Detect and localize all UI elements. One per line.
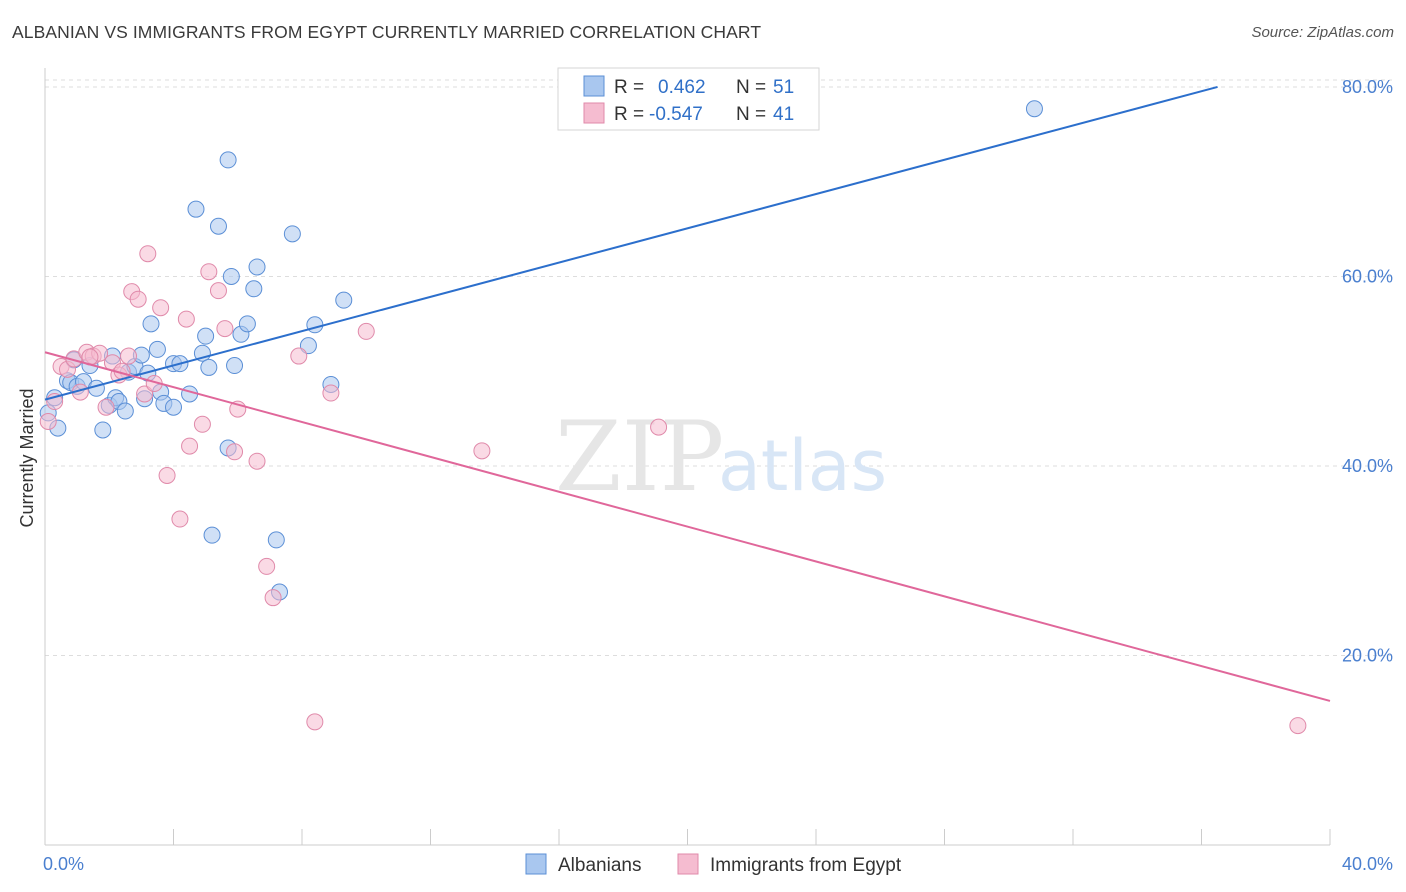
point-s0-34 <box>222 267 240 285</box>
legend-r-value-1: 0.462 <box>658 77 706 98</box>
point-s0-37 <box>238 315 256 333</box>
y-tick-label-3: 80.0% <box>1342 77 1393 97</box>
series-name-albanians: Albanians <box>558 855 641 876</box>
point-s0-40 <box>267 531 285 549</box>
x-tick-label-1: 40.0% <box>1342 854 1393 874</box>
point-s0-46 <box>335 291 353 309</box>
point-s0-27 <box>187 200 205 218</box>
y-tick-label-0: 20.0% <box>1342 645 1393 665</box>
y-tick-label-2: 60.0% <box>1342 266 1393 286</box>
x-tick-label-0: 0.0% <box>43 854 84 874</box>
point-s1-27 <box>226 443 244 461</box>
point-s1-36 <box>473 442 491 460</box>
point-s1-0 <box>39 412 57 430</box>
point-s0-43 <box>299 337 317 355</box>
trend-line-1 <box>44 351 1331 702</box>
point-s0-31 <box>209 217 227 235</box>
point-s1-37 <box>650 418 668 436</box>
y-axis-label: Currently Married <box>17 388 37 527</box>
legend-n-label-1: N = <box>736 77 766 98</box>
legend-n-label-2: N = <box>736 104 766 125</box>
grid-lines <box>45 79 1392 656</box>
series-name-egypt: Immigrants from Egypt <box>710 855 902 876</box>
watermark-zip: ZIP <box>555 401 724 513</box>
series-swatch-albanians <box>525 853 547 875</box>
legend-r-label-2: R = <box>614 104 644 125</box>
tick-labels: 20.0% 40.0% 60.0% 80.0% 0.0% 40.0% <box>43 77 1393 874</box>
correlation-legend: R = 0.462 N = 51 R = -0.547 N = 41 <box>557 67 820 131</box>
watermark-atlas: atlas <box>718 425 887 507</box>
trend-line-0 <box>44 85 1218 401</box>
y-tick-label-1: 40.0% <box>1342 456 1393 476</box>
point-s0-38 <box>245 280 263 298</box>
point-s0-35 <box>226 357 244 375</box>
axes <box>44 68 1331 846</box>
point-s1-35 <box>357 322 375 340</box>
legend-r-value-2: -0.547 <box>649 104 703 125</box>
trend-lines <box>44 85 1331 702</box>
point-s1-9 <box>97 398 115 416</box>
point-s0-19 <box>142 315 160 333</box>
point-s0-50 <box>200 358 218 376</box>
point-s1-21 <box>177 310 195 328</box>
chart-title: ALBANIAN VS IMMIGRANTS FROM EGYPT CURREN… <box>12 22 762 42</box>
point-s1-24 <box>200 263 218 281</box>
point-s0-44 <box>306 316 324 334</box>
point-s0-39 <box>248 258 266 276</box>
point-s0-32 <box>219 151 237 169</box>
point-s1-26 <box>216 320 234 338</box>
point-s0-42 <box>283 225 301 243</box>
series-swatch-egypt <box>677 853 699 875</box>
watermark: ZIP atlas <box>555 401 887 513</box>
point-s1-38 <box>1289 717 1307 735</box>
point-s1-29 <box>248 452 266 470</box>
legend-n-value-2: 41 <box>773 104 794 125</box>
legend-swatch-blue <box>583 75 605 97</box>
point-s1-14 <box>129 290 147 308</box>
point-s1-33 <box>306 713 324 731</box>
point-s1-34 <box>322 384 340 402</box>
source-credit: Source: ZipAtlas.com <box>1251 24 1394 41</box>
point-s1-16 <box>139 245 157 263</box>
point-s1-23 <box>193 415 211 433</box>
point-s0-23 <box>165 398 182 416</box>
point-s0-47 <box>1025 100 1043 118</box>
legend-r-label-1: R = <box>614 77 644 98</box>
point-s1-32 <box>290 347 308 365</box>
point-s1-12 <box>120 347 138 365</box>
point-s0-14 <box>116 402 134 420</box>
point-s1-30 <box>258 557 276 575</box>
point-s1-20 <box>171 510 189 528</box>
point-s0-30 <box>203 526 221 544</box>
series-legend: Albanians Immigrants from Egypt <box>525 853 902 876</box>
point-s0-9 <box>94 421 112 439</box>
point-s1-15 <box>136 385 154 403</box>
point-s0-29 <box>197 327 215 345</box>
point-s1-25 <box>209 282 227 300</box>
point-s1-19 <box>158 466 176 484</box>
point-s1-18 <box>152 299 170 317</box>
point-s1-31 <box>264 589 282 607</box>
legend-n-value-1: 51 <box>773 77 794 98</box>
point-s1-22 <box>181 437 199 455</box>
point-s0-20 <box>148 340 166 358</box>
legend-swatch-pink <box>583 102 605 124</box>
